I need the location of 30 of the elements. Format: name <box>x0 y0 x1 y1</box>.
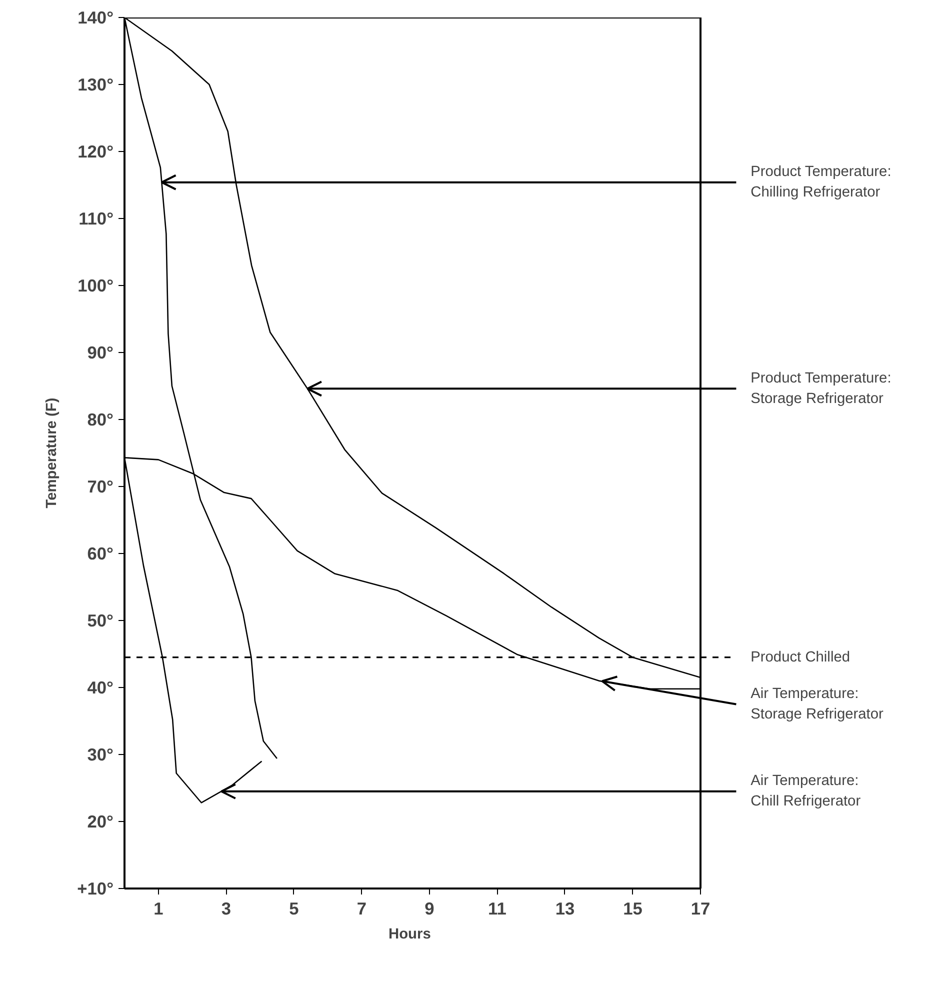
y-tick-label: 130° <box>78 74 114 94</box>
y-tick-label: 70° <box>87 476 114 496</box>
y-tick-label: +10° <box>77 878 114 898</box>
y-tick-label: 40° <box>87 678 114 698</box>
y-tick-label: 20° <box>87 812 114 832</box>
ref-line-label: Product Chilled <box>750 649 850 666</box>
x-tick-label: 3 <box>221 898 232 918</box>
x-tick-label: 9 <box>424 898 434 918</box>
x-tick-label: 17 <box>690 898 710 918</box>
y-axis-title: Temperature (F) <box>44 398 60 508</box>
x-axis-title: Hours <box>388 926 431 942</box>
x-tick-label: 13 <box>555 898 575 918</box>
y-tick-label: 110° <box>78 208 114 228</box>
y-tick-label: 60° <box>87 544 114 564</box>
x-tick-label: 1 <box>154 898 164 918</box>
x-tick-label: 5 <box>289 898 300 918</box>
y-tick-label: 100° <box>78 276 114 296</box>
annotation: Product Temperature: Storage Refrigerator <box>750 370 892 408</box>
y-tick-label: 50° <box>87 610 114 630</box>
x-tick-label: 15 <box>623 898 643 918</box>
y-tick-label: 140° <box>78 8 114 28</box>
annotation: Product Temperature: Chilling Refrigerator <box>750 164 892 201</box>
y-tick-label: 30° <box>87 744 114 764</box>
y-tick-label: 80° <box>87 410 114 430</box>
annotation: Air Temperature: Chill Refrigerator <box>750 772 861 810</box>
y-tick-label: 120° <box>78 142 114 162</box>
x-tick-label: 11 <box>488 898 507 918</box>
annotation: Air Temperature: Storage Refrigerator <box>750 686 884 723</box>
y-tick-label: 90° <box>87 342 114 362</box>
x-tick-label: 7 <box>356 898 366 918</box>
